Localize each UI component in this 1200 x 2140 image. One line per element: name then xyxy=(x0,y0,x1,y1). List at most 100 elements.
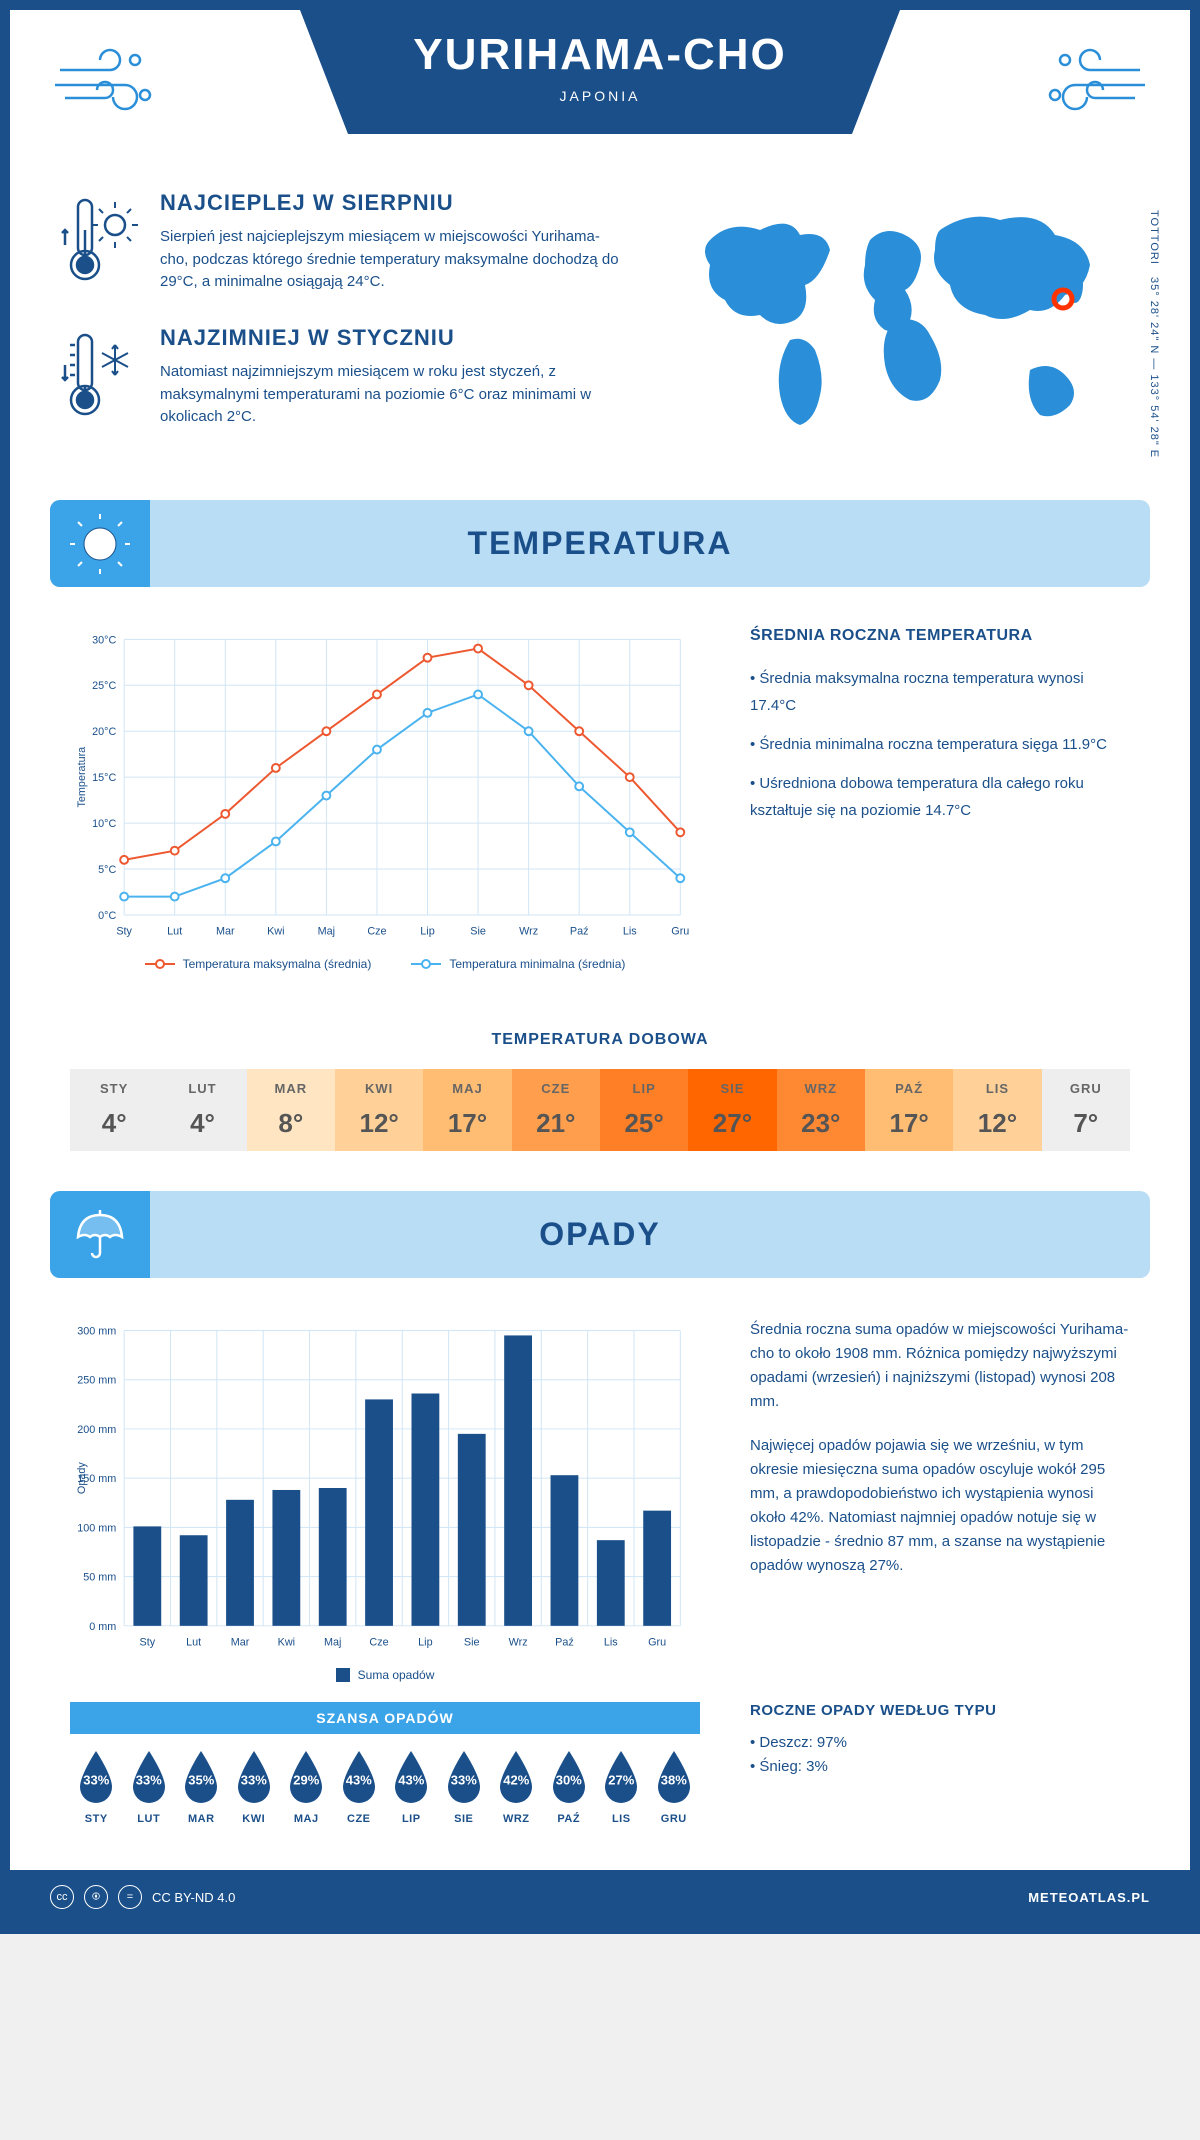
temp-cell-value: 17° xyxy=(423,1108,511,1139)
legend-min-label: Temperatura minimalna (średnia) xyxy=(449,957,625,971)
drop-icon: 33% xyxy=(74,1749,118,1805)
cold-desc: Natomiast najzimniejszym miesiącem w rok… xyxy=(160,361,620,429)
chance-drop: 33%LUT xyxy=(123,1749,176,1825)
svg-text:10°C: 10°C xyxy=(92,818,116,830)
wind-icon-left xyxy=(50,40,170,125)
legend-max: Temperatura maksymalna (średnia) xyxy=(145,957,372,971)
chance-section: SZANSA OPADÓW 33%STY33%LUT35%MAR33%KWI29… xyxy=(10,1702,1190,1870)
temp-cell-value: 4° xyxy=(70,1108,158,1139)
chance-drops: 33%STY33%LUT35%MAR33%KWI29%MAJ43%CZE43%L… xyxy=(70,1734,700,1840)
temp-cell-month: GRU xyxy=(1042,1081,1130,1096)
precipitation-chart-area: 0 mm50 mm100 mm150 mm200 mm250 mm300 mmS… xyxy=(70,1318,700,1682)
drop-icon: 35% xyxy=(179,1749,223,1805)
temp-cell-month: MAR xyxy=(247,1081,335,1096)
header: YURIHAMA-CHO JAPONIA xyxy=(10,10,1190,170)
cold-text: NAJZIMNIEJ W STYCZNIU Natomiast najzimni… xyxy=(160,325,620,430)
temp-info-title: ŚREDNIA ROCZNA TEMPERATURA xyxy=(750,627,1130,645)
temp-bullet: • Średnia maksymalna roczna temperatura … xyxy=(750,665,1130,719)
drop-icon: 30% xyxy=(547,1749,591,1805)
by-icon: 🅯 xyxy=(84,1885,108,1909)
world-map xyxy=(660,190,1140,450)
intro-section: NAJCIEPLEJ W SIERPNIU Sierpień jest najc… xyxy=(10,170,1190,500)
temperature-legend: Temperatura maksymalna (średnia) Tempera… xyxy=(70,957,700,971)
temp-cell-month: PAŹ xyxy=(865,1081,953,1096)
drop-icon: 42% xyxy=(494,1749,538,1805)
temp-cell: WRZ 23° xyxy=(777,1069,865,1151)
svg-text:15°C: 15°C xyxy=(92,772,116,784)
temp-cell-value: 21° xyxy=(512,1108,600,1139)
temp-cell-value: 8° xyxy=(247,1108,335,1139)
svg-text:Lip: Lip xyxy=(418,1637,432,1649)
hot-title: NAJCIEPLEJ W SIERPNIU xyxy=(160,190,620,216)
page-subtitle: JAPONIA xyxy=(380,88,820,104)
svg-text:25°C: 25°C xyxy=(92,680,116,692)
drop-icon: 38% xyxy=(652,1749,696,1805)
temp-cell-value: 7° xyxy=(1042,1108,1130,1139)
svg-text:Mar: Mar xyxy=(216,926,235,938)
daily-temp-title: TEMPERATURA DOBOWA xyxy=(70,1031,1130,1049)
chance-drop: 33%SIE xyxy=(438,1749,491,1825)
temp-cell-value: 12° xyxy=(953,1108,1041,1139)
svg-text:200 mm: 200 mm xyxy=(77,1424,116,1436)
temp-cell: MAR 8° xyxy=(247,1069,335,1151)
license-text: CC BY-ND 4.0 xyxy=(152,1890,235,1905)
drop-month: PAŹ xyxy=(543,1813,596,1825)
coordinates: TOTTORI 35° 28' 24" N — 133° 54' 28" E xyxy=(1148,210,1160,458)
temp-cell-month: LIP xyxy=(600,1081,688,1096)
temperature-info: ŚREDNIA ROCZNA TEMPERATURA • Średnia mak… xyxy=(750,627,1130,971)
cold-title: NAJZIMNIEJ W STYCZNIU xyxy=(160,325,620,351)
chance-title: SZANSA OPADÓW xyxy=(70,1702,700,1734)
drop-icon: 27% xyxy=(599,1749,643,1805)
precipitation-bar-chart: 0 mm50 mm100 mm150 mm200 mm250 mm300 mmS… xyxy=(70,1318,700,1658)
lat-label: 35° 28' 24" N xyxy=(1148,277,1160,354)
drop-month: LUT xyxy=(123,1813,176,1825)
temp-cell-value: 27° xyxy=(688,1108,776,1139)
svg-text:0°C: 0°C xyxy=(98,910,116,922)
svg-text:Paź: Paź xyxy=(555,1637,574,1649)
legend-precip: Suma opadów xyxy=(336,1668,435,1682)
drop-month: MAJ xyxy=(280,1813,333,1825)
svg-text:20°C: 20°C xyxy=(92,726,116,738)
temp-cell-month: STY xyxy=(70,1081,158,1096)
region-label: TOTTORI xyxy=(1148,210,1160,265)
hot-desc: Sierpień jest najcieplejszym miesiącem w… xyxy=(160,226,620,294)
page-title: YURIHAMA-CHO xyxy=(380,30,820,80)
temperature-banner: TEMPERATURA xyxy=(50,500,1150,587)
chance-drop: 30% PAŹ xyxy=(543,1749,596,1825)
svg-text:Mar: Mar xyxy=(231,1637,250,1649)
temp-cell-month: SIE xyxy=(688,1081,776,1096)
cc-icon: cc xyxy=(50,1885,74,1909)
svg-text:Temperatura: Temperatura xyxy=(76,746,88,808)
drop-value: 35% xyxy=(188,1772,214,1787)
svg-text:Sty: Sty xyxy=(140,1637,156,1649)
drop-icon: 33% xyxy=(442,1749,486,1805)
drop-value: 43% xyxy=(346,1772,372,1787)
svg-text:50 mm: 50 mm xyxy=(83,1572,116,1584)
temp-cell-value: 12° xyxy=(335,1108,423,1139)
drop-month: STY xyxy=(70,1813,123,1825)
precipitation-content: 0 mm50 mm100 mm150 mm200 mm250 mm300 mmS… xyxy=(10,1278,1190,1702)
svg-text:250 mm: 250 mm xyxy=(77,1375,116,1387)
temp-cell-value: 23° xyxy=(777,1108,865,1139)
drop-value: 33% xyxy=(241,1772,267,1787)
svg-text:Cze: Cze xyxy=(367,926,386,938)
precip-snow: • Śnieg: 3% xyxy=(750,1755,1130,1779)
drop-month: MAR xyxy=(175,1813,228,1825)
temp-cell: PAŹ17° xyxy=(865,1069,953,1151)
drop-value: 38% xyxy=(661,1772,687,1787)
chance-drop: 29% MAJ xyxy=(280,1749,333,1825)
drop-icon: 29% xyxy=(284,1749,328,1805)
temp-cell-month: WRZ xyxy=(777,1081,865,1096)
map-column: TOTTORI 35° 28' 24" N — 133° 54' 28" E xyxy=(660,190,1140,460)
svg-text:Wrz: Wrz xyxy=(519,926,538,938)
chance-drop: 35% MAR xyxy=(175,1749,228,1825)
drop-icon: 33% xyxy=(232,1749,276,1805)
temp-cell: SIE 27° xyxy=(688,1069,776,1151)
precipitation-heading: OPADY xyxy=(75,1216,1125,1253)
precip-type-info: ROCZNE OPADY WEDŁUG TYPU • Deszcz: 97% •… xyxy=(750,1702,1130,1840)
drop-icon: 43% xyxy=(337,1749,381,1805)
temp-cell: LIS12° xyxy=(953,1069,1041,1151)
svg-text:Gru: Gru xyxy=(671,926,689,938)
drop-month: LIP xyxy=(385,1813,438,1825)
chance-drop: 43%LIP xyxy=(385,1749,438,1825)
